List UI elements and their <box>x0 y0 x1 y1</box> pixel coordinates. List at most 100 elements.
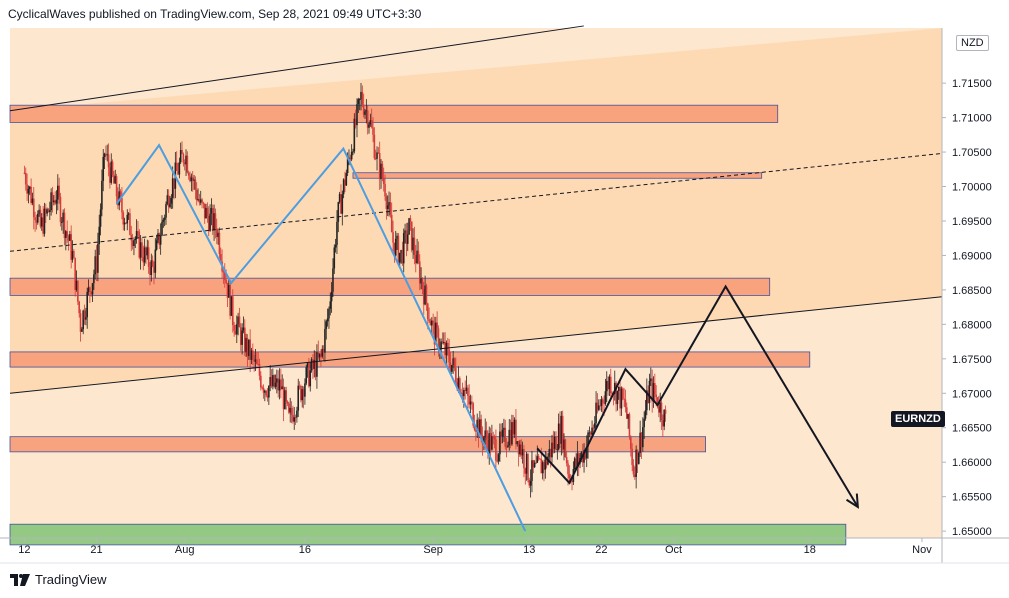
candle <box>314 351 317 381</box>
candle-body <box>390 214 393 233</box>
candle-body <box>284 390 286 410</box>
candle-body <box>32 198 35 218</box>
candle-body <box>237 316 239 325</box>
candle-body <box>281 386 284 390</box>
candle-body <box>231 296 234 325</box>
candle-body <box>59 196 62 223</box>
candle <box>242 316 245 334</box>
candle-body <box>246 337 249 356</box>
candle <box>317 340 320 360</box>
candle <box>489 427 492 458</box>
trendline-solid-2[interactable] <box>9 296 943 394</box>
candle-body <box>101 180 103 210</box>
candle-body <box>509 429 512 445</box>
candle-body <box>354 118 357 126</box>
candle <box>418 254 421 291</box>
candle <box>46 207 48 217</box>
candle-body <box>119 191 122 199</box>
candle-body <box>36 213 39 223</box>
candle <box>365 99 368 124</box>
candle <box>269 365 271 392</box>
candle <box>468 384 470 409</box>
candle <box>568 465 571 484</box>
candle <box>650 367 652 386</box>
y-tick-label: 1.66500 <box>952 423 992 435</box>
candle <box>609 368 612 398</box>
candle <box>214 208 217 239</box>
candle <box>153 261 155 285</box>
candle <box>207 206 210 237</box>
y-tick-label: 1.68000 <box>952 319 992 331</box>
candle <box>646 378 648 416</box>
candle <box>99 203 102 236</box>
candle <box>448 338 450 369</box>
candle <box>51 186 54 213</box>
candle-body <box>603 402 605 404</box>
candle <box>552 430 555 454</box>
tradingview-brand: TradingView <box>35 572 107 587</box>
candle-body <box>38 209 40 214</box>
candle <box>150 253 153 282</box>
candle-body <box>540 459 543 474</box>
candle <box>409 215 412 231</box>
candle-body <box>54 200 56 204</box>
candle <box>235 315 238 344</box>
candle <box>322 345 325 361</box>
candle <box>463 387 465 408</box>
candle-body <box>472 403 474 426</box>
supply-zone-2[interactable] <box>9 277 771 296</box>
candle <box>421 277 424 295</box>
candle <box>619 379 621 416</box>
blue-wave-path[interactable] <box>115 143 527 532</box>
y-tick-label: 1.69000 <box>952 250 992 262</box>
supply-zone-1[interactable] <box>352 172 763 179</box>
candle <box>414 244 417 273</box>
candle <box>455 357 457 386</box>
symbol-price-label: EURNZD <box>891 411 945 427</box>
candle-body <box>646 390 648 411</box>
candle-body <box>268 386 270 398</box>
candle <box>360 83 362 111</box>
candle <box>210 198 213 226</box>
candle-body <box>290 407 293 415</box>
candle <box>145 245 147 265</box>
candle <box>648 373 651 411</box>
trendline-dashed-1[interactable] <box>9 152 943 252</box>
candle-body <box>421 278 424 290</box>
candle-body <box>642 427 644 448</box>
supply-zone-3[interactable] <box>9 351 811 368</box>
supply-zone-0[interactable] <box>9 104 779 123</box>
candle-body <box>589 432 592 435</box>
candle <box>106 144 109 162</box>
candle <box>167 189 170 213</box>
candle <box>325 319 328 340</box>
currency-unit-badge[interactable]: NZD <box>956 35 989 51</box>
candle-body <box>99 209 102 227</box>
candle <box>340 184 342 214</box>
trendline-solid-0[interactable] <box>9 25 584 112</box>
candle-body <box>173 178 175 189</box>
demand-zone-5[interactable] <box>9 523 847 546</box>
candle <box>107 143 110 177</box>
candle-body <box>297 385 300 411</box>
candle <box>370 108 373 129</box>
candle <box>485 421 488 450</box>
candle-body <box>536 456 539 463</box>
x-tick-label: 12 <box>18 544 30 556</box>
candle <box>642 417 644 452</box>
candle-body <box>229 284 231 316</box>
supply-zone-4[interactable] <box>9 436 706 453</box>
candle <box>91 282 94 302</box>
projection-path[interactable] <box>536 284 859 508</box>
candle-body <box>254 359 257 362</box>
candle-body <box>94 256 97 275</box>
candle-body <box>300 386 302 401</box>
candle-body <box>242 327 245 331</box>
candle-body <box>457 378 460 390</box>
candle <box>333 244 336 274</box>
candle <box>34 211 36 232</box>
candle-body <box>321 348 324 357</box>
candle-body <box>230 296 233 316</box>
candle-body <box>465 387 468 391</box>
